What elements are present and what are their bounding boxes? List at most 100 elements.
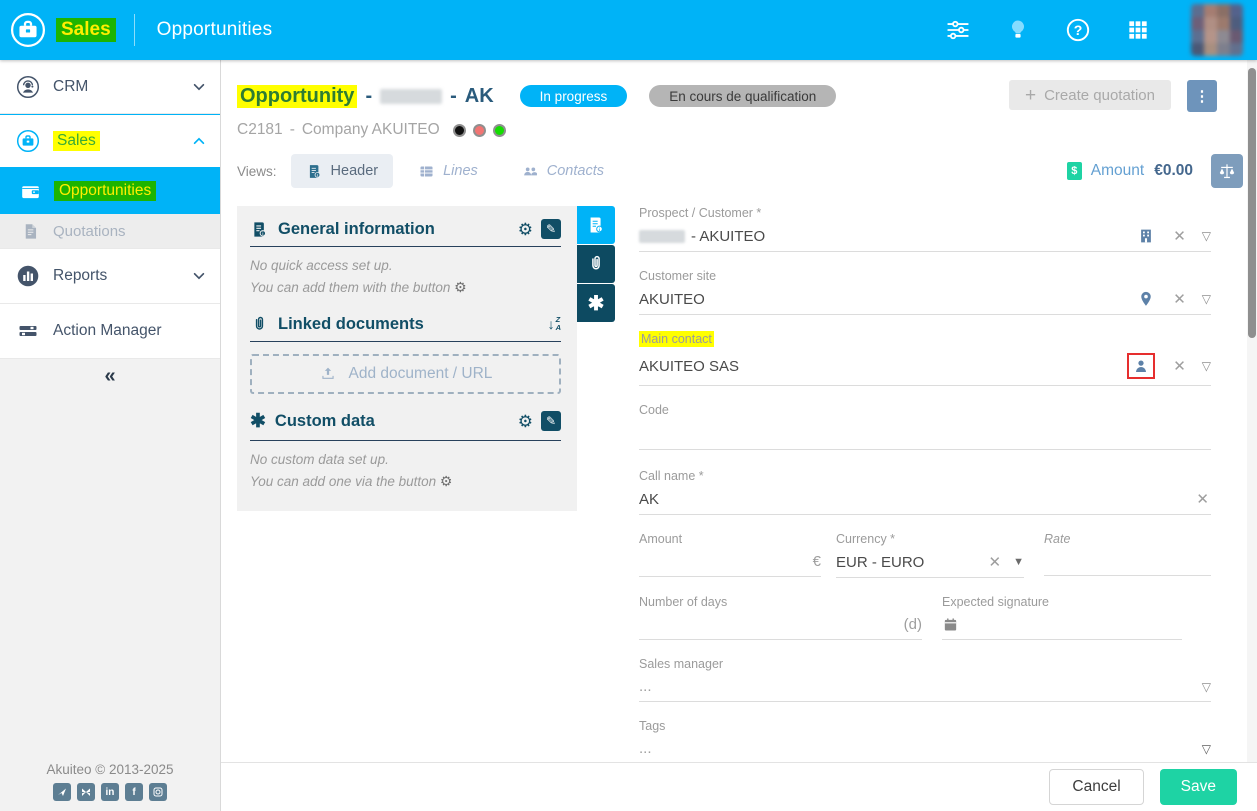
linkedin-icon[interactable]: in: [100, 783, 119, 801]
settings-sliders-icon[interactable]: [945, 17, 971, 43]
call-name-input[interactable]: AK ✕: [639, 490, 1211, 515]
chevron-down-icon: [192, 80, 206, 94]
sidebar-item-opportunities[interactable]: Opportunities: [0, 168, 220, 214]
add-document-dropzone[interactable]: Add document / URL: [250, 353, 561, 394]
sidebar-item-quotations[interactable]: Quotations: [0, 214, 220, 249]
code-field: Code: [639, 403, 1211, 450]
currency-conversion-button[interactable]: [1211, 154, 1243, 188]
main-contact-input[interactable]: AKUITEO SAS ✕ ▽: [639, 353, 1211, 386]
sidebar-item-sales[interactable]: Sales: [0, 114, 220, 168]
building-icon[interactable]: [1137, 227, 1155, 245]
tab-custom-data[interactable]: ✱: [577, 284, 615, 322]
custom-data-gear-icon[interactable]: ⚙: [517, 411, 533, 431]
location-pin-icon[interactable]: [1137, 290, 1155, 308]
wallet-icon: [20, 181, 41, 202]
amount-input[interactable]: €: [639, 553, 821, 577]
crm-person-icon: [16, 75, 40, 99]
redacted-customer-code: [639, 229, 685, 243]
clear-icon[interactable]: ✕: [1173, 291, 1186, 308]
plus-icon: +: [1024, 84, 1037, 106]
prospect-customer-input[interactable]: - AKUITEO ✕ ▽: [639, 227, 1211, 252]
sales-briefcase-icon: [16, 129, 40, 153]
paperclip-tab-icon: [586, 254, 606, 274]
tab-header[interactable]: i Header: [290, 154, 394, 188]
cancel-button[interactable]: Cancel: [1049, 769, 1144, 805]
call-name-value: AK: [639, 490, 660, 508]
user-avatar[interactable]: [1191, 4, 1243, 56]
sidebar-item-action-manager[interactable]: Action Manager: [0, 304, 220, 359]
help-icon[interactable]: ?: [1065, 17, 1091, 43]
dropdown-chevron-filled-icon[interactable]: ▼: [1013, 556, 1024, 568]
status-dot-red: [472, 123, 486, 137]
lightbulb-icon[interactable]: [1005, 17, 1031, 43]
sales-manager-select[interactable]: ... ▽: [639, 678, 1211, 702]
butterfly-social-icon[interactable]: [76, 783, 95, 801]
sidebar-item-reports[interactable]: Reports: [0, 249, 220, 304]
person-icon[interactable]: [1132, 357, 1150, 375]
customer-site-label: Customer site: [639, 269, 717, 283]
number-of-days-input[interactable]: (d): [639, 616, 922, 640]
dropdown-chevron-icon[interactable]: ▽: [1201, 679, 1211, 694]
tab-contacts-label: Contacts: [546, 163, 604, 179]
more-actions-button[interactable]: ⋮: [1187, 80, 1217, 112]
quick-access-hint-2: You can add them with the button ⚙: [250, 278, 467, 295]
main-contact-value: AKUITEO SAS: [639, 357, 740, 375]
create-quotation-button[interactable]: + Create quotation: [1008, 80, 1171, 110]
customer-site-input[interactable]: AKUITEO ✕ ▽: [639, 290, 1211, 315]
svg-text:?: ?: [1074, 22, 1083, 38]
lines-table-icon: [418, 163, 435, 180]
rate-input[interactable]: [1044, 553, 1211, 576]
number-of-days-field: Number of days (d): [639, 595, 922, 640]
sidebar-item-crm[interactable]: CRM: [0, 60, 220, 114]
main-contact-field: Main contact AKUITEO SAS ✕ ▽: [639, 331, 1211, 386]
amount-field-label: Amount: [639, 532, 683, 546]
calendar-icon[interactable]: [942, 616, 959, 633]
clear-icon[interactable]: ✕: [988, 554, 1002, 571]
dropdown-chevron-icon[interactable]: ▽: [1201, 359, 1211, 373]
general-info-gear-icon[interactable]: ⚙: [517, 219, 533, 239]
general-info-edit-icon[interactable]: ✎: [541, 219, 561, 239]
tab-contacts[interactable]: Contacts: [507, 154, 619, 188]
prospect-customer-field: Prospect / Customer * - AKUITEO ✕ ▽: [639, 206, 1211, 252]
amount-label: Amount: [1090, 162, 1145, 179]
sidebar: CRM Sales Opportunities: [0, 60, 221, 811]
company-name: Company AKUITEO: [301, 121, 440, 138]
save-button[interactable]: Save: [1159, 769, 1237, 805]
general-info-icon: i: [250, 220, 269, 239]
instagram-icon[interactable]: [148, 783, 167, 801]
svg-text:i: i: [262, 231, 263, 236]
code-input[interactable]: [639, 424, 1211, 450]
clear-icon[interactable]: ✕: [1173, 358, 1186, 375]
facebook-icon[interactable]: f: [124, 783, 143, 801]
sidebar-label-sales: Sales: [53, 131, 100, 151]
currency-value: EUR - EURO: [836, 553, 925, 571]
currency-select[interactable]: EUR - EURO ✕ ▼: [836, 553, 1024, 578]
sales-manager-value: ...: [639, 678, 652, 695]
custom-data-hint-2: You can add one via the button ⚙: [250, 472, 453, 489]
expected-signature-field: Expected signature: [942, 595, 1182, 640]
prospect-customer-value: - AKUITEO: [691, 227, 766, 245]
dropdown-chevron-icon[interactable]: ▽: [1201, 741, 1211, 756]
expected-signature-input[interactable]: [942, 616, 1182, 640]
dropdown-chevron-icon[interactable]: ▽: [1201, 292, 1211, 306]
clear-icon[interactable]: ✕: [1173, 228, 1186, 245]
title-separator: -: [365, 84, 373, 107]
apps-grid-icon[interactable]: [1125, 17, 1151, 43]
tags-select[interactable]: ... ▽: [639, 740, 1211, 764]
scrollbar-thumb[interactable]: [1248, 68, 1256, 338]
app-name: Sales: [56, 18, 116, 42]
akuiteo-site-icon[interactable]: [52, 783, 71, 801]
vertical-scrollbar[interactable]: [1247, 60, 1257, 762]
main-contact-label: Main contact: [639, 331, 714, 347]
tab-general-info[interactable]: i: [577, 206, 615, 244]
create-quotation-label: Create quotation: [1044, 86, 1155, 104]
clear-icon[interactable]: ✕: [1196, 491, 1209, 508]
tab-attachments[interactable]: [577, 245, 615, 283]
dropdown-chevron-icon[interactable]: ▽: [1201, 229, 1211, 243]
tab-lines[interactable]: Lines: [403, 154, 493, 188]
custom-data-edit-icon[interactable]: ✎: [541, 411, 561, 432]
sidebar-collapse-button[interactable]: «: [104, 365, 116, 387]
rate-field: Rate: [1044, 532, 1211, 578]
topbar-divider: [133, 14, 135, 46]
